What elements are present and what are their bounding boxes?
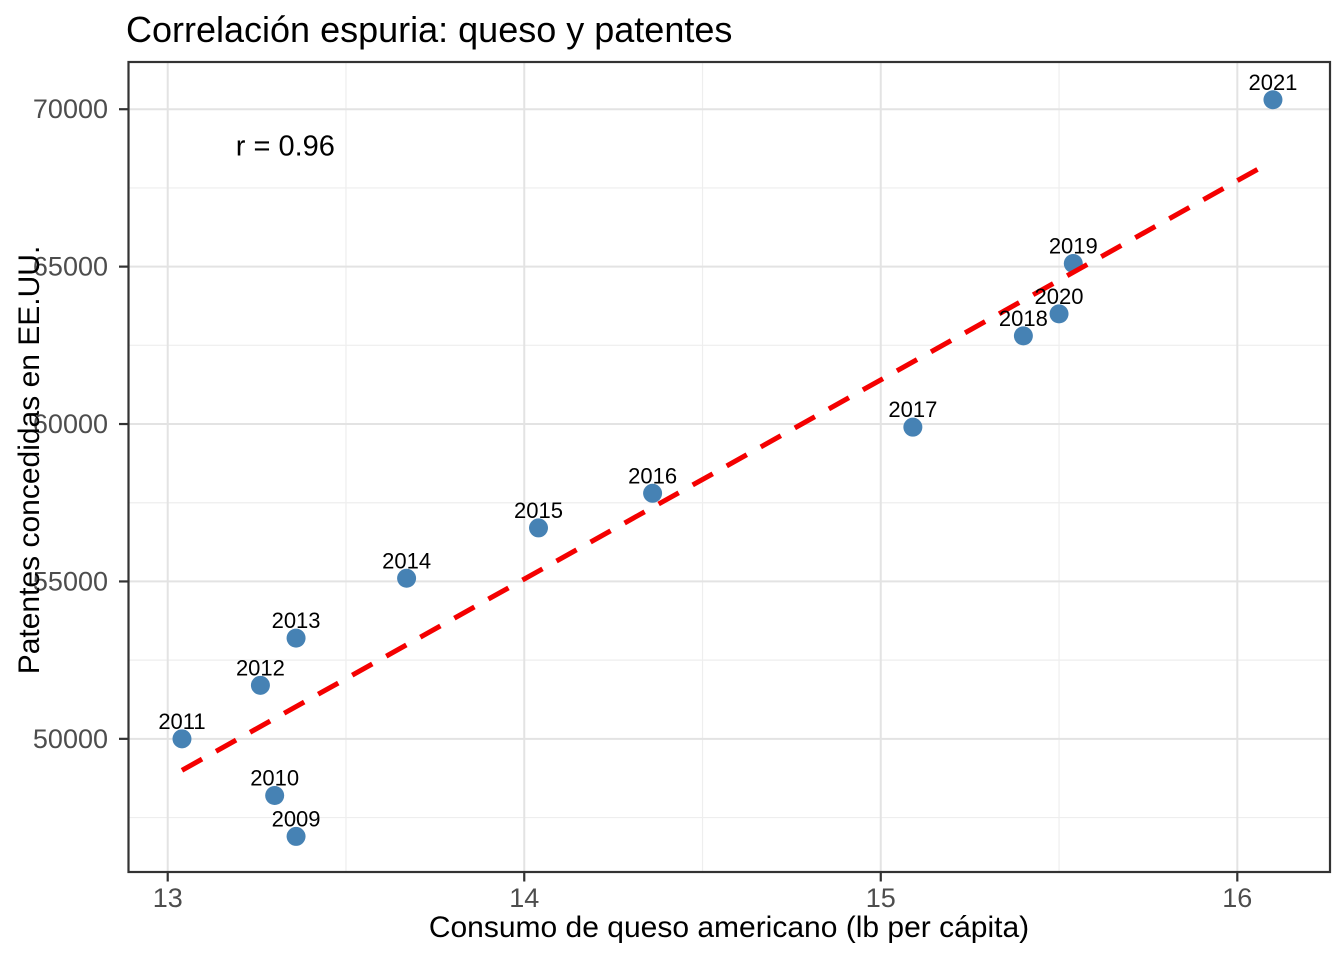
year-label-2016: 2016: [628, 463, 677, 488]
y-tick-label: 50000: [33, 724, 108, 754]
year-label-2019: 2019: [1049, 233, 1098, 258]
x-tick-label: 15: [866, 883, 896, 913]
year-label-2014: 2014: [382, 548, 431, 573]
year-label-2020: 2020: [1035, 284, 1084, 309]
data-point-2021: [1263, 90, 1283, 110]
year-label-2010: 2010: [250, 766, 299, 791]
data-point-2009: [286, 826, 306, 846]
x-tick-label: 16: [1222, 883, 1252, 913]
y-tick-label: 70000: [33, 94, 108, 124]
data-point-2012: [250, 675, 270, 695]
data-point-2011: [172, 729, 192, 749]
x-tick-label: 13: [153, 883, 183, 913]
y-axis-title: Patentes concedidas en EE.UU.: [13, 245, 46, 675]
year-label-2017: 2017: [888, 397, 937, 422]
y-tick-label: 55000: [33, 566, 108, 596]
data-point-2020: [1049, 304, 1069, 324]
year-label-2011: 2011: [158, 709, 205, 734]
y-tick-label: 65000: [33, 252, 108, 282]
data-point-2014: [397, 568, 417, 588]
year-label-2015: 2015: [514, 498, 563, 523]
data-point-2016: [643, 483, 663, 503]
year-label-2009: 2009: [272, 806, 321, 831]
year-label-2018: 2018: [999, 306, 1048, 331]
year-label-2012: 2012: [236, 655, 285, 680]
trend-line: [180, 160, 1271, 773]
year-label-2021: 2021: [1248, 70, 1297, 95]
x-axis-title: Consumo de queso americano (lb per cápit…: [428, 911, 1030, 944]
data-point-2018: [1013, 326, 1033, 346]
data-point-2017: [903, 417, 923, 437]
data-point-2010: [265, 786, 285, 806]
data-point-2015: [529, 518, 549, 538]
x-tick-label: 14: [509, 883, 539, 913]
year-label-2013: 2013: [272, 608, 321, 633]
data-point-2013: [286, 628, 306, 648]
y-tick-label: 60000: [33, 409, 108, 439]
correlation-annotation: r = 0.96: [235, 130, 335, 163]
panel-border: [127, 60, 1332, 874]
chart-title: Correlación espuria: queso y patentes: [126, 9, 733, 50]
